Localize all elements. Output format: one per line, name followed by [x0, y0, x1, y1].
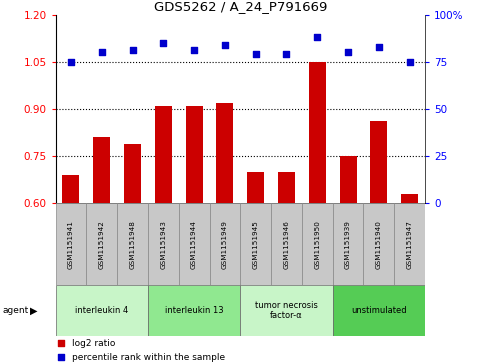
Text: GSM1151941: GSM1151941	[68, 220, 74, 269]
Bar	[62, 175, 79, 203]
Text: log2 ratio: log2 ratio	[72, 339, 115, 348]
Bar	[56, 203, 86, 285]
Bar	[364, 203, 394, 285]
Bar	[240, 285, 333, 336]
Bar	[247, 172, 264, 203]
Bar	[93, 137, 110, 203]
Bar	[309, 62, 326, 203]
Bar	[216, 103, 233, 203]
Bar	[148, 203, 179, 285]
Text: interleukin 4: interleukin 4	[75, 306, 128, 315]
Point	[375, 44, 383, 49]
Point	[98, 49, 106, 55]
Point	[190, 48, 198, 53]
Bar	[210, 203, 240, 285]
Text: unstimulated: unstimulated	[351, 306, 407, 315]
Bar	[278, 172, 295, 203]
Text: ▶: ▶	[30, 305, 38, 315]
Text: GSM1151943: GSM1151943	[160, 220, 166, 269]
Point	[221, 42, 229, 48]
Bar	[370, 122, 387, 203]
Point	[67, 59, 75, 65]
Text: GSM1151944: GSM1151944	[191, 220, 197, 269]
Point	[57, 354, 65, 360]
Text: percentile rank within the sample: percentile rank within the sample	[72, 352, 225, 362]
Text: GSM1151947: GSM1151947	[407, 220, 412, 269]
Text: GSM1151940: GSM1151940	[376, 220, 382, 269]
Point	[313, 34, 321, 40]
Bar	[394, 203, 425, 285]
Bar	[302, 203, 333, 285]
Text: GSM1151939: GSM1151939	[345, 220, 351, 269]
Bar	[271, 203, 302, 285]
Point	[344, 49, 352, 55]
Text: GSM1151948: GSM1151948	[129, 220, 136, 269]
Bar	[117, 203, 148, 285]
Bar	[86, 203, 117, 285]
Bar	[148, 285, 241, 336]
Text: GSM1151946: GSM1151946	[284, 220, 289, 269]
Bar	[155, 106, 172, 203]
Text: GSM1151945: GSM1151945	[253, 220, 259, 269]
Bar	[340, 156, 356, 203]
Bar	[240, 203, 271, 285]
Bar	[333, 285, 425, 336]
Bar	[56, 285, 148, 336]
Title: GDS5262 / A_24_P791669: GDS5262 / A_24_P791669	[154, 0, 327, 13]
Point	[252, 51, 259, 57]
Text: agent: agent	[2, 306, 28, 315]
Point	[283, 51, 290, 57]
Point	[57, 340, 65, 346]
Bar	[401, 194, 418, 203]
Text: GSM1151950: GSM1151950	[314, 220, 320, 269]
Text: interleukin 13: interleukin 13	[165, 306, 224, 315]
Point	[406, 59, 413, 65]
Point	[128, 48, 136, 53]
Text: GSM1151949: GSM1151949	[222, 220, 228, 269]
Point	[159, 40, 167, 46]
Bar	[185, 106, 202, 203]
Bar	[124, 143, 141, 203]
Text: tumor necrosis
factor-α: tumor necrosis factor-α	[255, 301, 318, 320]
Bar	[333, 203, 364, 285]
Text: GSM1151942: GSM1151942	[99, 220, 105, 269]
Bar	[179, 203, 210, 285]
